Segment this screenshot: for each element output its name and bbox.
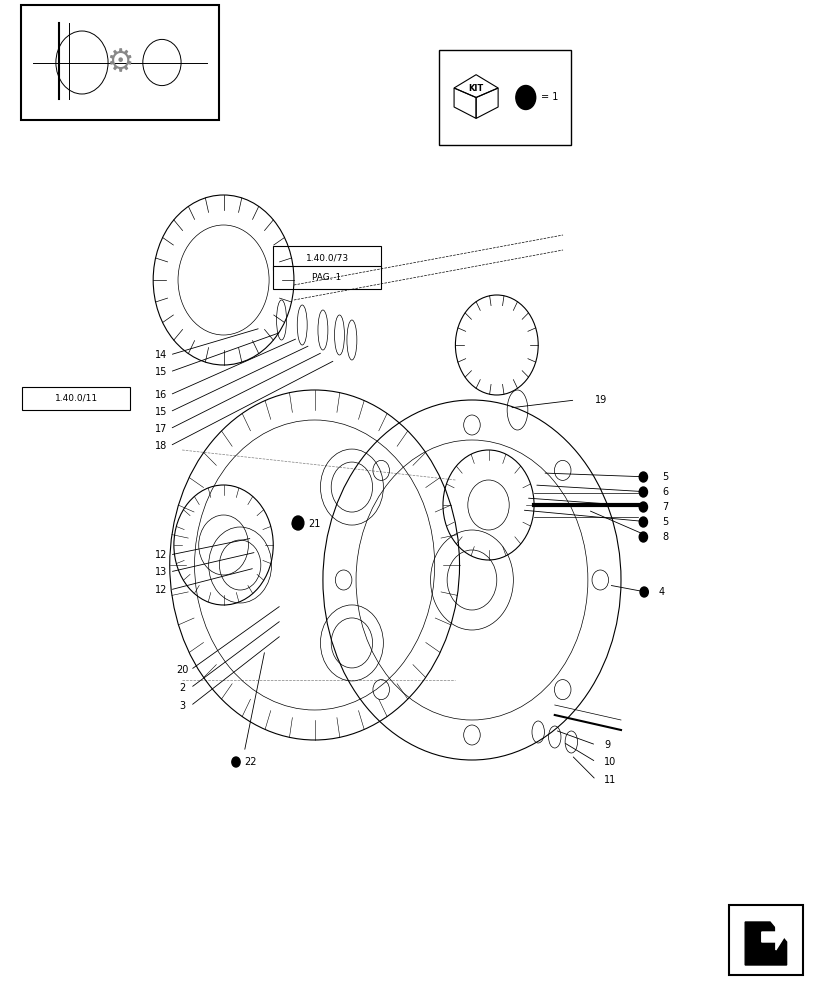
Text: 1.40.0/11: 1.40.0/11 xyxy=(55,393,98,402)
FancyBboxPatch shape xyxy=(273,265,380,288)
Circle shape xyxy=(292,516,304,530)
Circle shape xyxy=(638,472,647,482)
Text: = 1: = 1 xyxy=(540,93,557,103)
Text: 22: 22 xyxy=(244,757,256,767)
Text: 12: 12 xyxy=(155,585,167,595)
Text: 17: 17 xyxy=(155,424,167,434)
Text: 11: 11 xyxy=(604,775,616,785)
Text: 16: 16 xyxy=(155,390,167,400)
Text: 7: 7 xyxy=(662,502,668,512)
Polygon shape xyxy=(744,922,786,965)
Text: 15: 15 xyxy=(155,367,167,377)
Bar xyxy=(21,5,219,120)
Bar xyxy=(728,905,802,975)
Text: 5: 5 xyxy=(662,517,668,527)
Text: 10: 10 xyxy=(604,757,616,767)
Text: 14: 14 xyxy=(155,350,167,360)
Text: 6: 6 xyxy=(662,487,667,497)
FancyBboxPatch shape xyxy=(273,246,380,269)
FancyBboxPatch shape xyxy=(22,386,130,410)
Text: 3: 3 xyxy=(179,701,185,711)
Circle shape xyxy=(638,487,647,497)
Circle shape xyxy=(232,757,240,767)
Text: 1.40.0/73: 1.40.0/73 xyxy=(305,253,348,262)
Text: 12: 12 xyxy=(155,550,167,560)
Circle shape xyxy=(639,587,648,597)
Text: 5: 5 xyxy=(662,472,668,482)
Text: 19: 19 xyxy=(594,395,606,405)
Circle shape xyxy=(515,86,535,109)
Text: ⚙: ⚙ xyxy=(106,48,134,77)
Text: 8: 8 xyxy=(662,532,667,542)
Circle shape xyxy=(638,517,647,527)
Text: 2: 2 xyxy=(179,683,185,693)
Polygon shape xyxy=(761,922,783,950)
Circle shape xyxy=(638,532,647,542)
Text: PAG. 1: PAG. 1 xyxy=(312,272,342,282)
Text: 20: 20 xyxy=(176,665,188,675)
Text: 13: 13 xyxy=(155,567,167,577)
Text: 15: 15 xyxy=(155,407,167,417)
Circle shape xyxy=(292,519,300,529)
Text: 4: 4 xyxy=(657,587,663,597)
Bar xyxy=(438,50,571,145)
Circle shape xyxy=(638,502,647,512)
Text: 9: 9 xyxy=(604,740,609,750)
Text: 18: 18 xyxy=(155,441,167,451)
Text: 21: 21 xyxy=(308,519,320,529)
Text: KIT: KIT xyxy=(468,84,483,93)
